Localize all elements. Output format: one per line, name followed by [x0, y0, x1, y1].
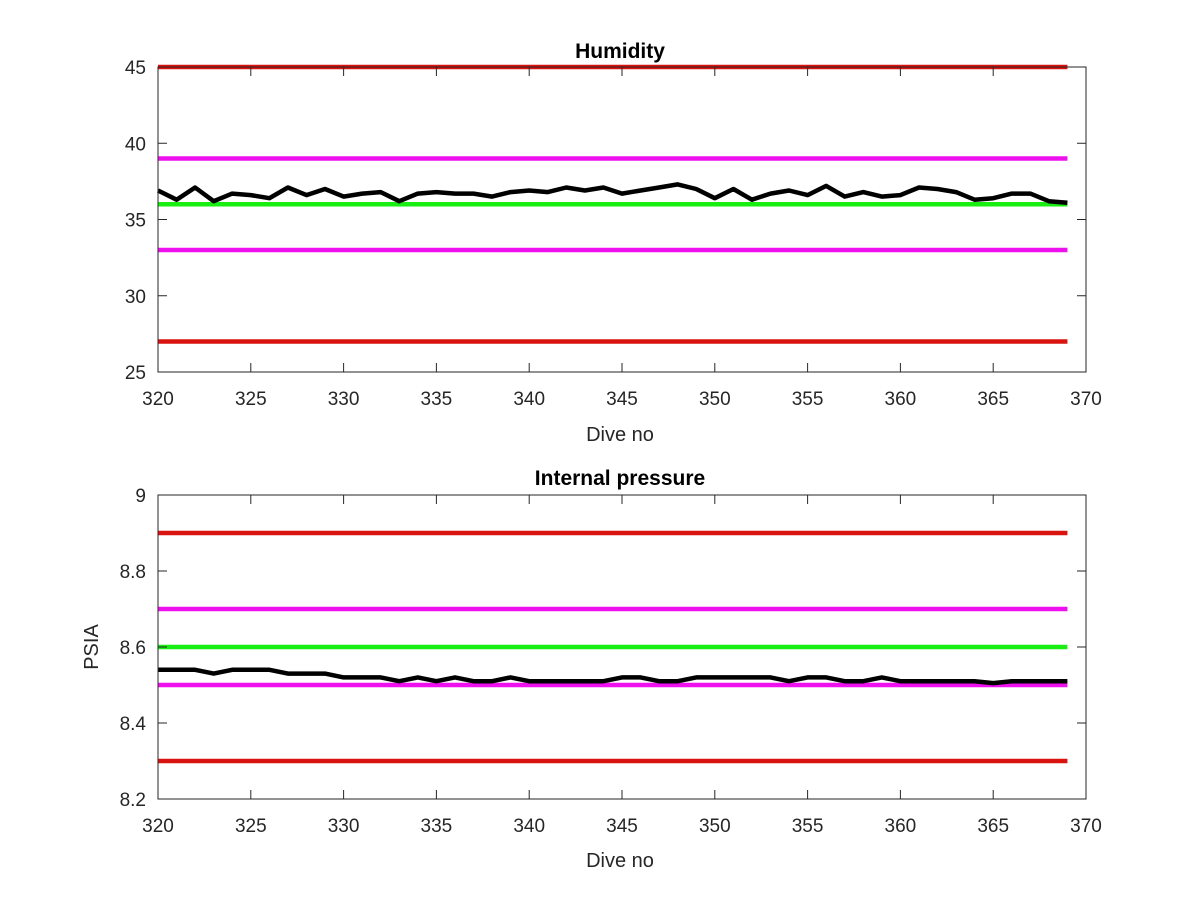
humidity-y-tick-label: 45 [125, 58, 146, 79]
internal-pressure-y-tick-label: 8.4 [120, 714, 147, 735]
internal-pressure-x-tick-label: 370 [1070, 816, 1102, 837]
internal-pressure-x-tick-label: 360 [885, 816, 917, 837]
internal-pressure-y-axis-title: PSIA [81, 624, 103, 670]
internal-pressure-x-tick-label: 365 [977, 816, 1009, 837]
humidity-title: Humidity [575, 40, 665, 63]
humidity-y-tick-label: 25 [125, 363, 146, 384]
internal-pressure-x-tick-label: 320 [142, 816, 174, 837]
humidity-x-tick-label: 330 [328, 389, 360, 410]
humidity-x-tick-label: 320 [142, 389, 174, 410]
internal-pressure-x-tick-label: 340 [513, 816, 545, 837]
internal-pressure-y-tick-label: 9 [135, 486, 146, 507]
internal-pressure-y-tick-label: 8.6 [120, 638, 146, 659]
internal-pressure-x-tick-label: 350 [699, 816, 731, 837]
humidity-x-tick-label: 325 [235, 389, 267, 410]
humidity-y-tick-label: 40 [125, 134, 146, 155]
humidity-x-tick-label: 340 [513, 389, 545, 410]
humidity-x-tick-label: 335 [421, 389, 453, 410]
humidity-x-tick-label: 345 [606, 389, 638, 410]
internal-pressure-x-tick-label: 330 [328, 816, 360, 837]
humidity-x-tick-label: 350 [699, 389, 731, 410]
humidity-x-tick-label: 360 [885, 389, 917, 410]
humidity-x-tick-label: 355 [792, 389, 824, 410]
internal-pressure-x-axis-title: Dive no [586, 850, 654, 872]
internal-pressure-x-tick-label: 345 [606, 816, 638, 837]
humidity-y-tick-label: 30 [125, 287, 146, 308]
internal-pressure-x-tick-label: 325 [235, 816, 267, 837]
humidity-y-tick-label: 35 [125, 211, 146, 232]
humidity-x-axis-title: Dive no [586, 424, 654, 446]
humidity-x-tick-label: 365 [977, 389, 1009, 410]
humidity-series-line-0 [157, 182, 1068, 205]
humidity-panel: Humidity Dive no 320 325 330 335 340 345 350 35… [125, 40, 1102, 446]
internal-pressure-series-line-0 [158, 667, 1068, 686]
humidity-x-tick-label: 370 [1070, 389, 1102, 410]
internal-pressure-y-tick-label: 8.2 [120, 790, 146, 811]
internal-pressure-panel: Internal pressure Dive no PSIA 320 325 330… [81, 467, 1102, 872]
internal-pressure-x-tick-label: 355 [792, 816, 824, 837]
internal-pressure-title: Internal pressure [535, 467, 705, 490]
internal-pressure-y-tick-label: 8.8 [120, 562, 146, 583]
humidity-plot-area [158, 67, 1086, 372]
internal-pressure-x-tick-label: 335 [421, 816, 453, 837]
